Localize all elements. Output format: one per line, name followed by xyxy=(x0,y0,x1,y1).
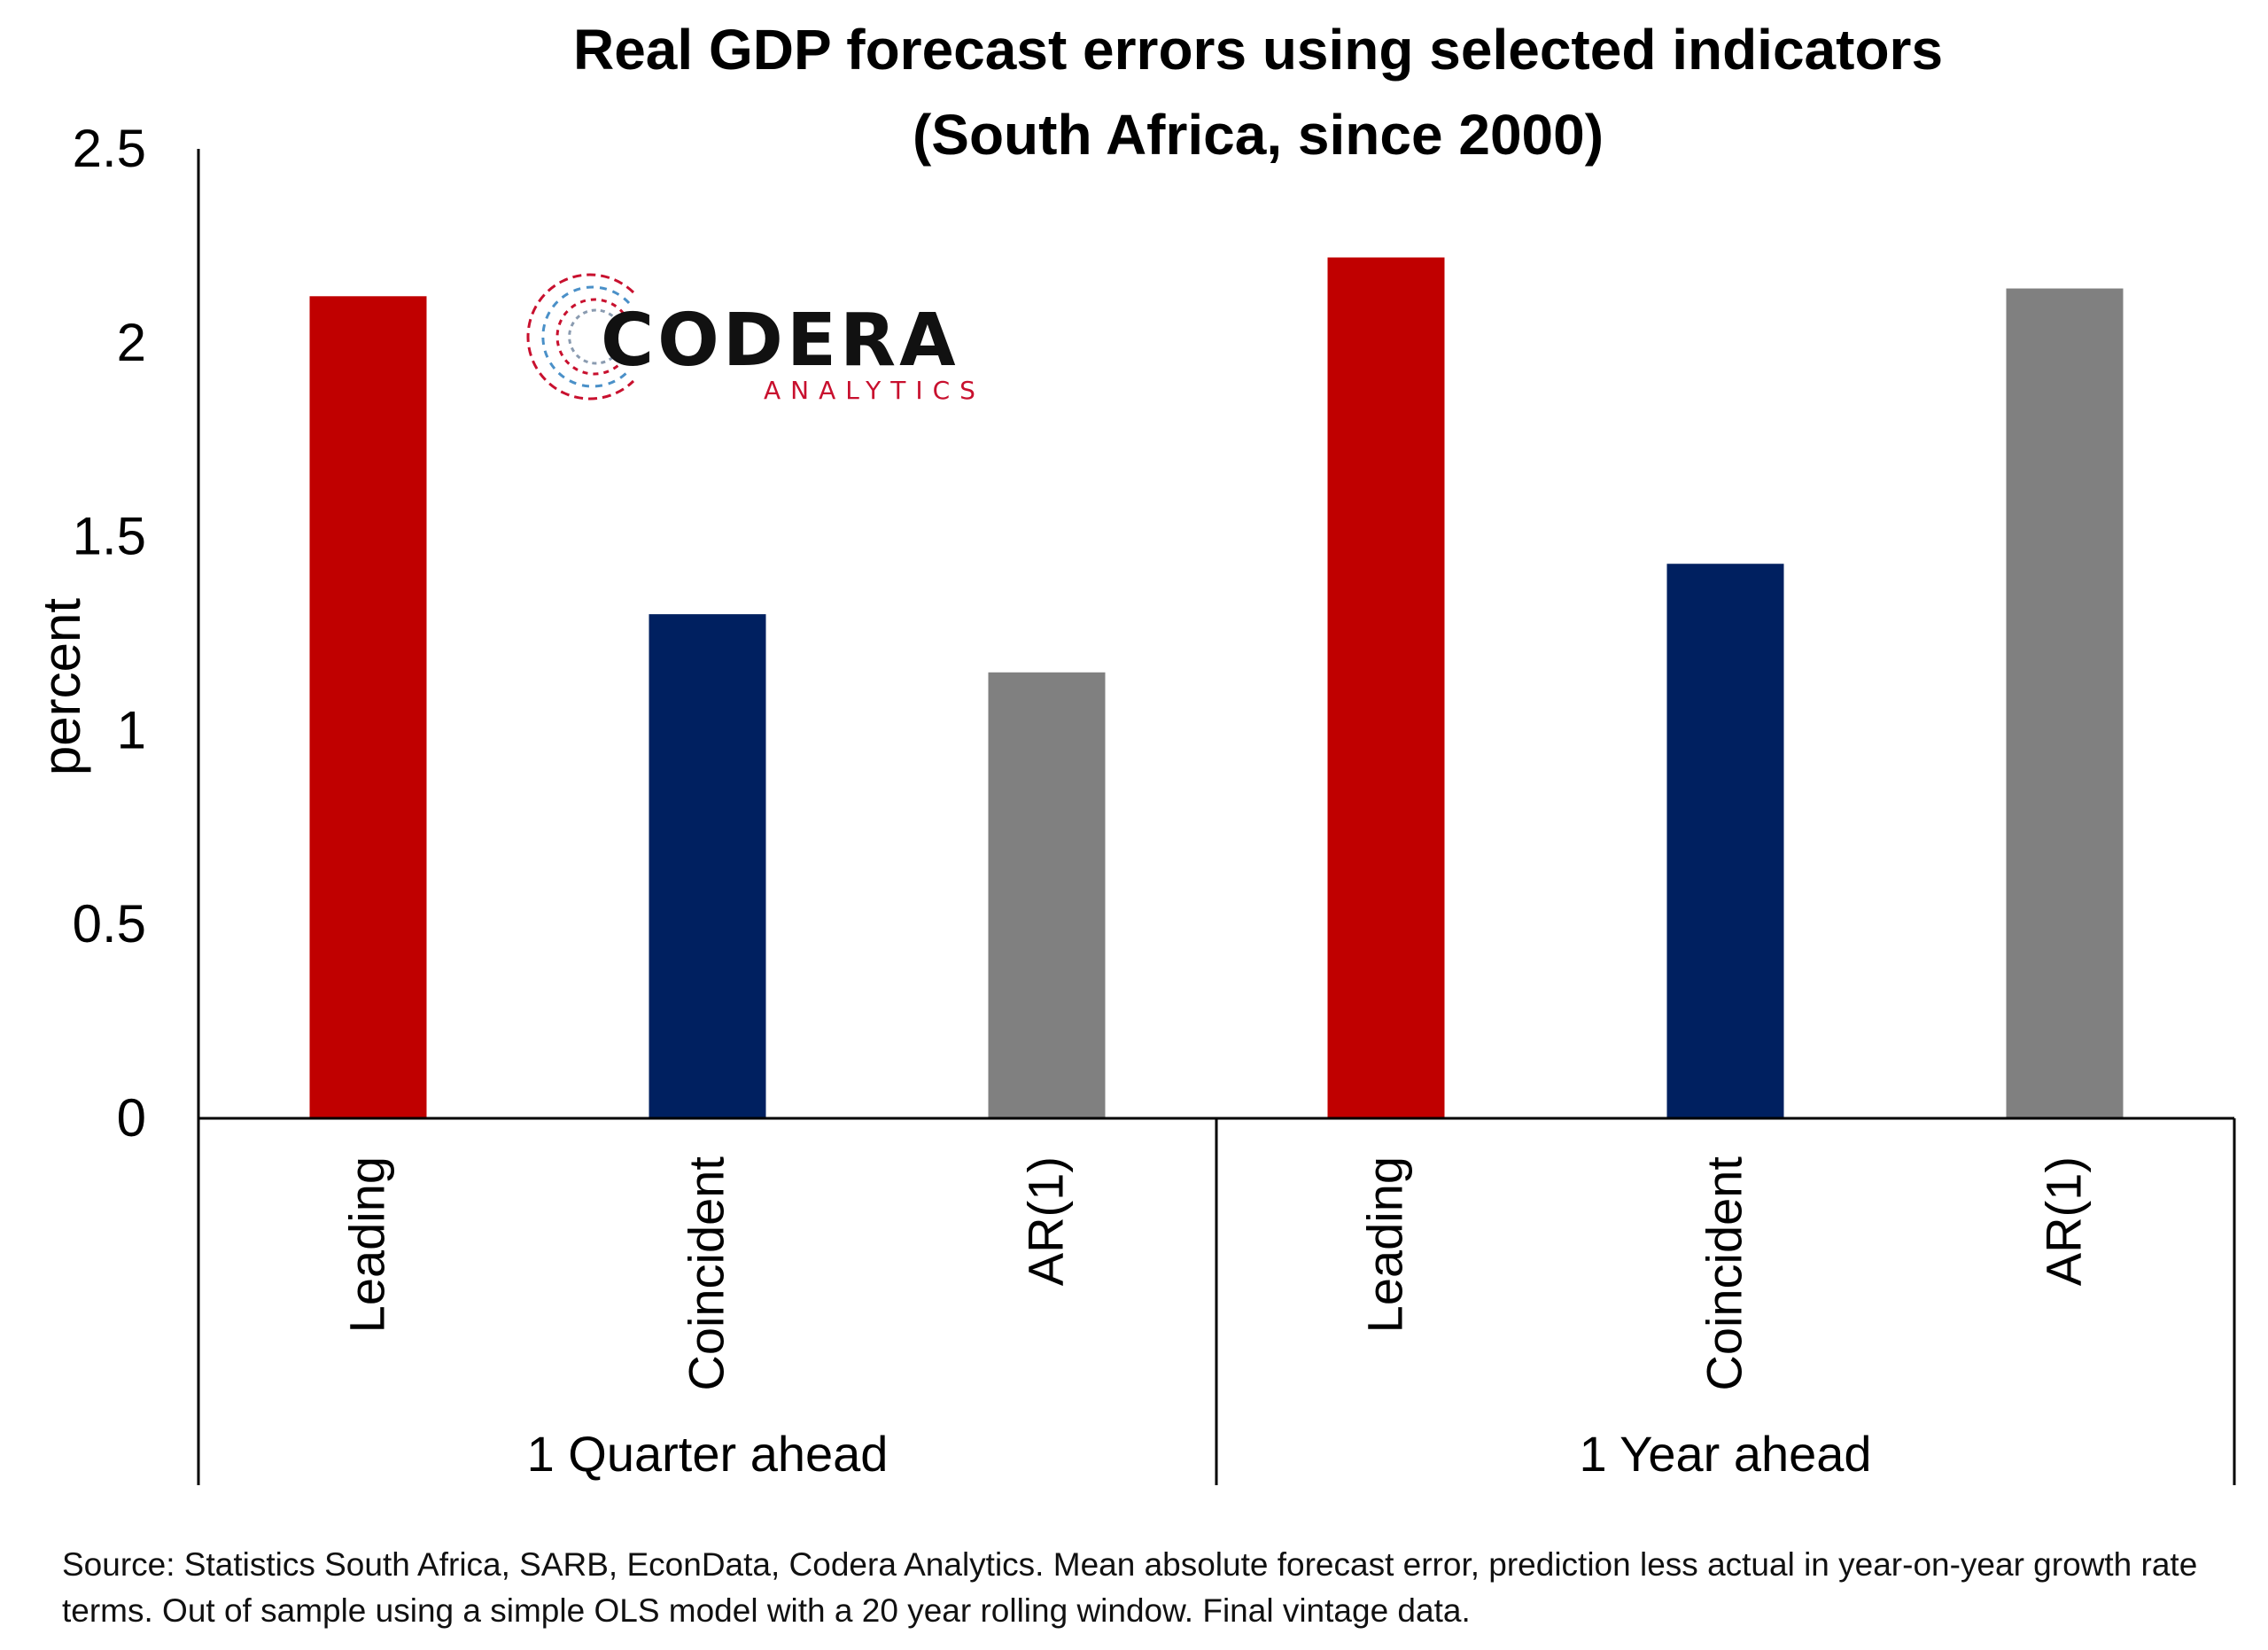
y-tick-label: 2.5 xyxy=(73,119,146,178)
logo-wordmark: CODERA xyxy=(601,299,959,383)
category-labels: Leading Coincident AR(1) Leading Coincident A… xyxy=(339,1156,2092,1391)
codera-logo-mark xyxy=(526,273,635,401)
group-label: 1 Quarter ahead xyxy=(527,1426,889,1482)
chart-title-line-1: Real GDP forecast errors using selected … xyxy=(573,18,1943,82)
codera-logo: CODERA ANALYTICS xyxy=(526,273,985,405)
y-tick-label: 1.5 xyxy=(73,507,146,566)
y-axis-ticks: 0 0.5 1 1.5 2 2.5 xyxy=(73,119,146,1148)
category-label: AR(1) xyxy=(1018,1156,1074,1286)
axes xyxy=(197,149,2236,1485)
category-label: Leading xyxy=(339,1156,395,1333)
bars xyxy=(309,257,2124,1119)
bar-quarter-leading xyxy=(309,296,427,1119)
bar-quarter-ar1 xyxy=(988,672,1106,1118)
y-tick-label: 1 xyxy=(117,700,146,759)
category-label: Coincident xyxy=(679,1156,734,1391)
y-tick-label: 0 xyxy=(117,1088,146,1148)
group-label: 1 Year ahead xyxy=(1579,1426,1871,1482)
bar-quarter-coincident xyxy=(649,614,766,1118)
y-axis-label: percent xyxy=(32,598,91,775)
logo-subtitle: ANALYTICS xyxy=(764,376,985,405)
y-tick-label: 0.5 xyxy=(73,894,146,953)
category-label: Leading xyxy=(1357,1156,1413,1333)
y-tick-label: 2 xyxy=(117,313,146,372)
source-note: Source: Statistics South Africa, SARB, E… xyxy=(62,1546,2198,1629)
bar-year-ar1 xyxy=(2006,288,2124,1118)
bar-year-leading xyxy=(1327,257,1445,1118)
category-label: AR(1) xyxy=(2036,1156,2092,1286)
bar-year-coincident xyxy=(1666,564,1784,1118)
chart-title-line-2: (South Africa, since 2000) xyxy=(913,103,1604,167)
group-labels: 1 Quarter ahead 1 Year ahead xyxy=(527,1426,1872,1482)
category-label: Coincident xyxy=(1697,1156,1752,1391)
